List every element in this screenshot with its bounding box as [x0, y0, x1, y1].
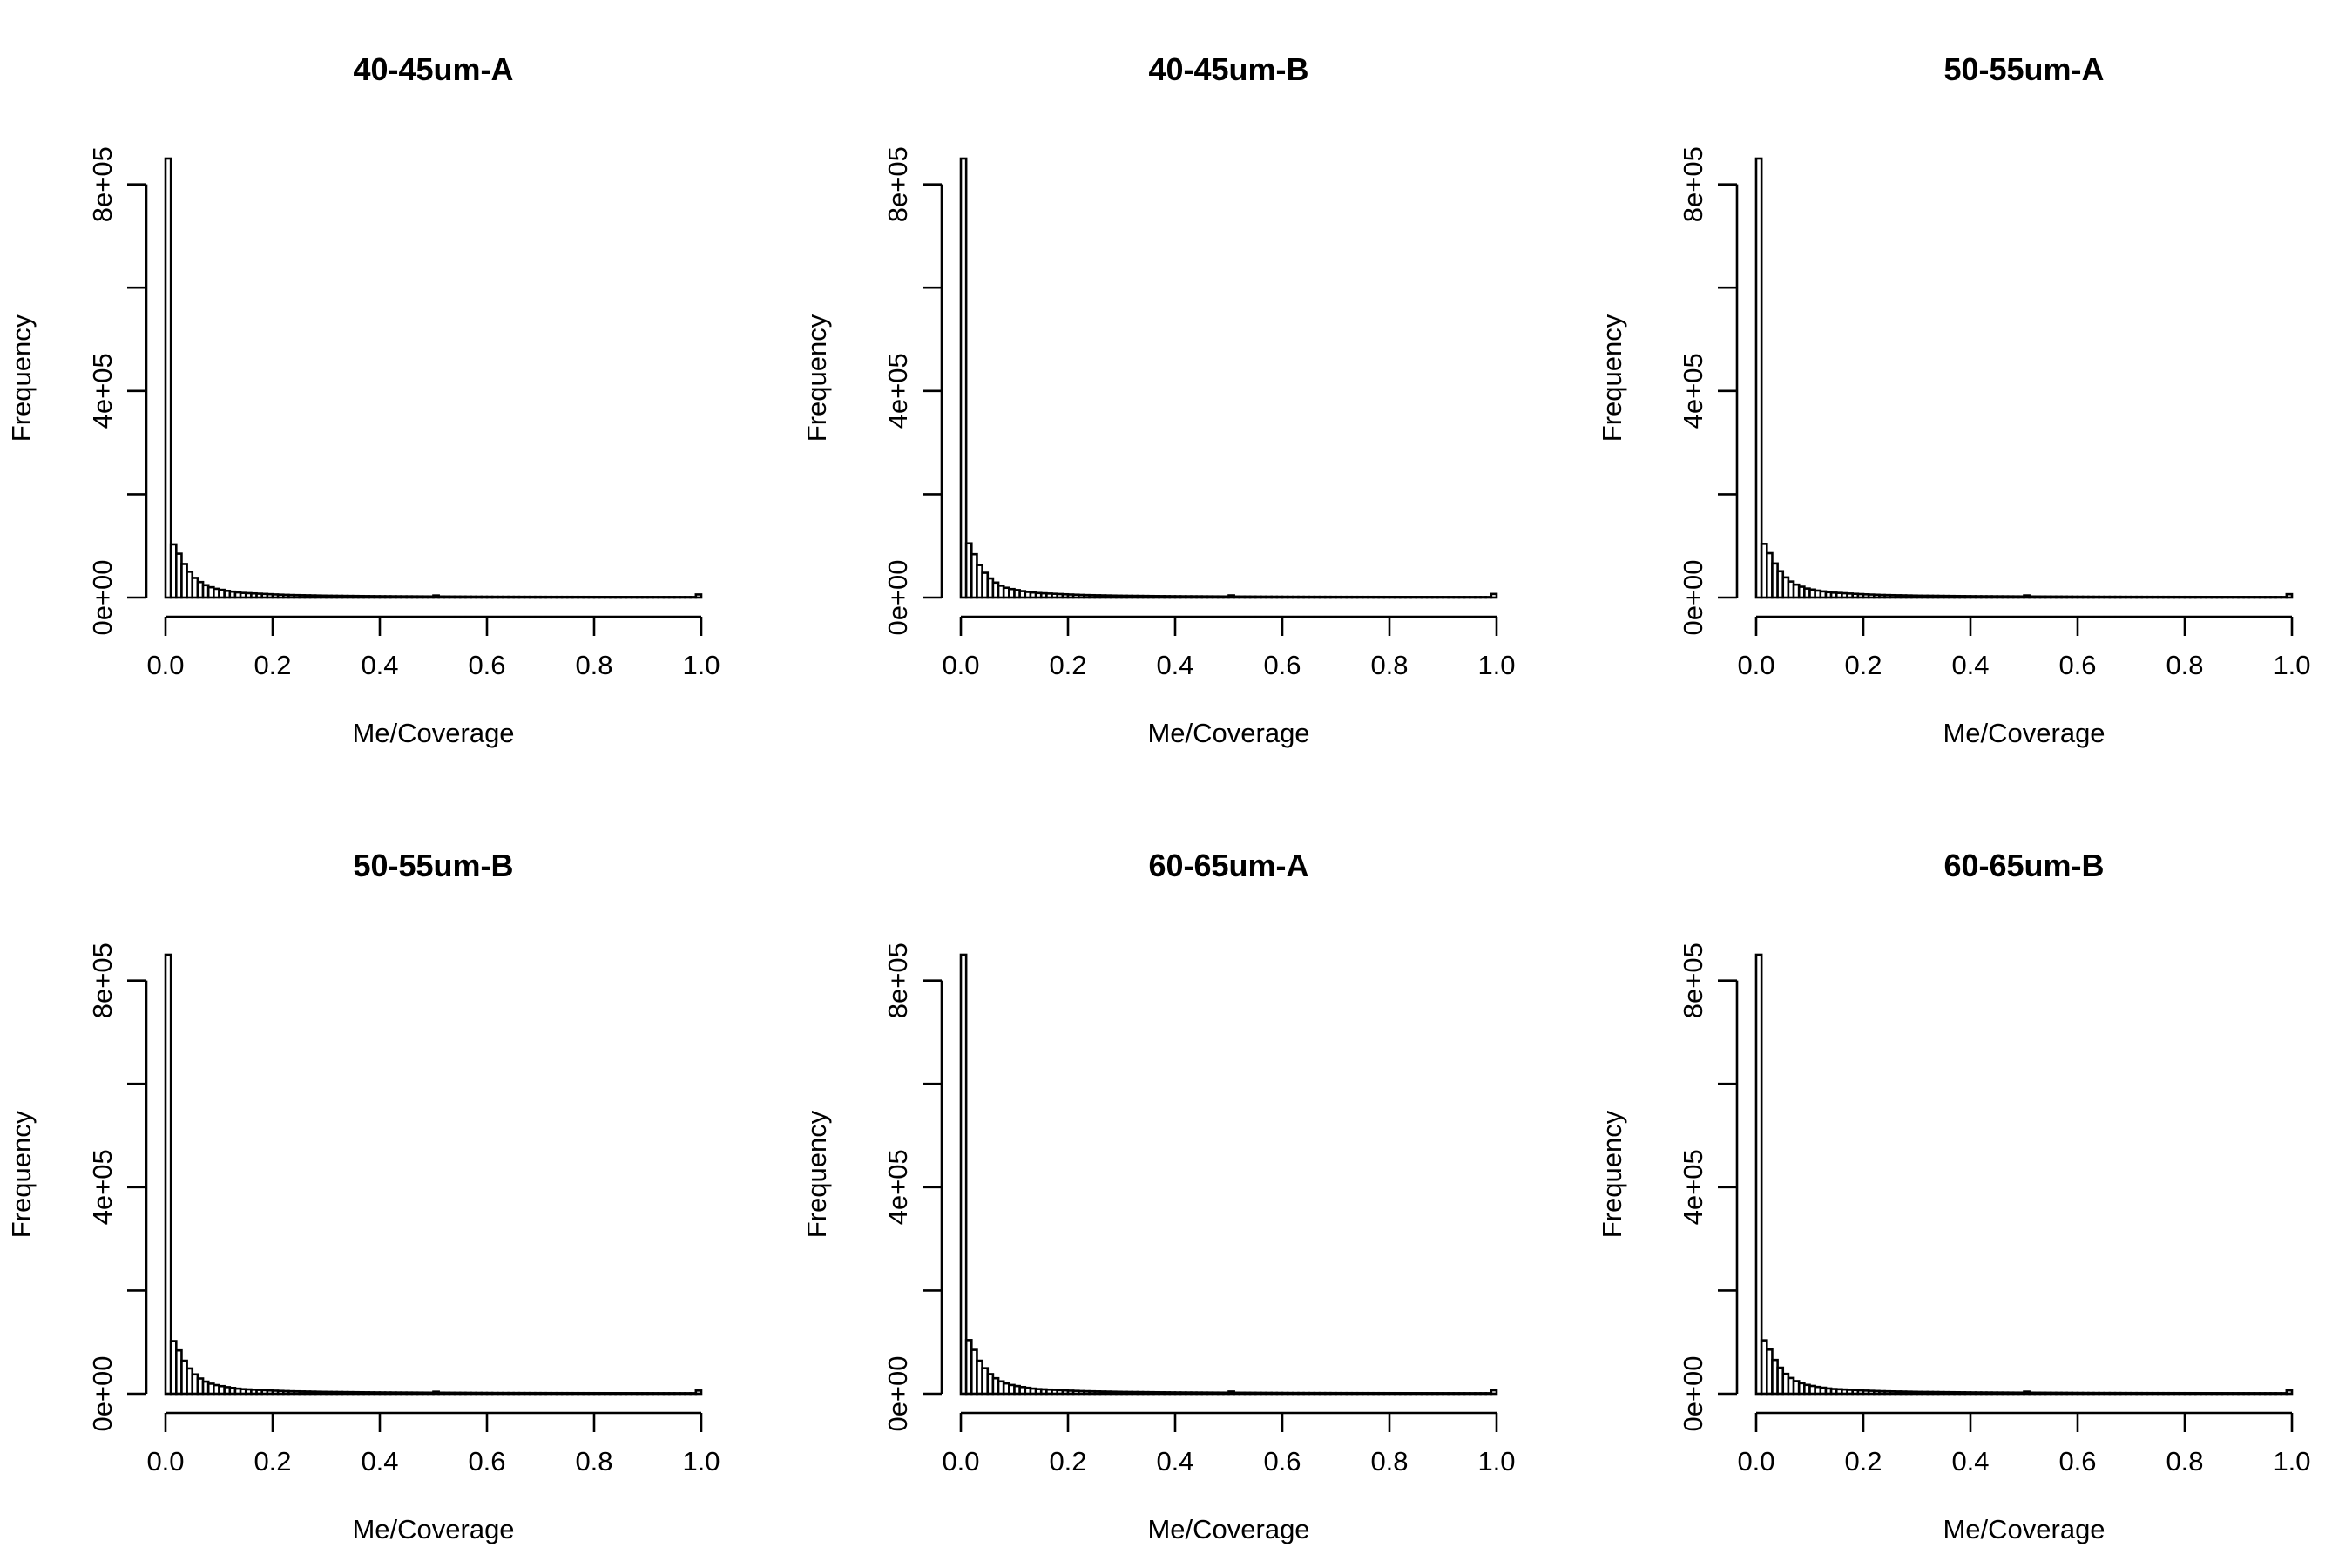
x-tick-label: 0.2: [1049, 1446, 1086, 1477]
y-axis-title: Frequency: [1597, 1110, 1627, 1238]
panel-title: 60-65um-B: [1943, 848, 2104, 883]
x-tick-label: 0.8: [2166, 1446, 2203, 1477]
y-tick-label: 4e+05: [1678, 353, 1708, 429]
x-tick-label: 0.4: [361, 650, 398, 680]
x-tick-label: 0.8: [1370, 1446, 1408, 1477]
histogram-bar: [164, 953, 172, 1396]
panel-4: 50-55um-B 0.0 0.2 0.4 0.6 0.8 1.0 0e+00 4e+05 8e+…: [6, 848, 720, 1544]
panel-2: 40-45um-B 0.0 0.2 0.4 0.6 0.8 1.0 0e+00 4e+05 8e+…: [801, 51, 1516, 748]
x-tick-label: 0.8: [575, 1446, 612, 1477]
y-tick-label: 8e+05: [1678, 943, 1708, 1018]
y-axis-title: Frequency: [6, 314, 37, 442]
y-tick-label: 8e+05: [1678, 146, 1708, 222]
y-axis-title: Frequency: [6, 1110, 37, 1238]
y-tick-label: 0e+00: [87, 1355, 118, 1431]
x-tick-label: 0.6: [468, 650, 505, 680]
x-tick-label: 0.6: [468, 1446, 505, 1477]
histogram-bars: [164, 953, 703, 1396]
histogram-bars: [959, 953, 1498, 1396]
x-tick-label: 0.8: [2166, 650, 2203, 680]
x-tick-label: 0.0: [146, 650, 184, 680]
x-tick-label: 0.2: [253, 1446, 291, 1477]
x-tick-label: 0.4: [1951, 650, 1989, 680]
y-tick-label: 0e+00: [1678, 559, 1708, 635]
x-tick-label: 0.2: [1844, 650, 1882, 680]
y-axis-title: Frequency: [801, 1110, 832, 1238]
x-axis-title: Me/Coverage: [352, 718, 514, 748]
y-tick-label: 4e+05: [1678, 1149, 1708, 1225]
histogram-bar: [2285, 592, 2294, 599]
histogram-bars: [1754, 157, 2294, 599]
x-tick-label: 0.8: [575, 650, 612, 680]
panel-title: 50-55um-A: [1943, 51, 2104, 87]
y-tick-label: 8e+05: [87, 943, 118, 1018]
y-tick-label: 0e+00: [1678, 1355, 1708, 1431]
y-tick-label: 0e+00: [882, 1355, 913, 1431]
y-tick-label: 4e+05: [87, 1149, 118, 1225]
x-tick-label: 1.0: [2273, 1446, 2310, 1477]
x-tick-label: 0.2: [253, 650, 291, 680]
histogram-bar: [1754, 157, 1763, 599]
panel-title: 50-55um-B: [353, 848, 513, 883]
y-tick-label: 4e+05: [882, 1149, 913, 1225]
x-tick-label: 0.0: [942, 1446, 979, 1477]
panel-6: 60-65um-B 0.0 0.2 0.4 0.6 0.8 1.0 0e+00 4e+05 8e+…: [1597, 848, 2311, 1544]
y-tick-label: 8e+05: [87, 146, 118, 222]
histogram-bar: [1490, 592, 1498, 599]
histogram-bars: [164, 157, 703, 599]
x-axis-title: Me/Coverage: [1943, 1514, 2105, 1544]
x-axis-title: Me/Coverage: [1943, 718, 2105, 748]
panel-title: 40-45um-B: [1148, 51, 1308, 87]
histogram-bar: [1490, 1389, 1498, 1396]
x-tick-label: 1.0: [682, 1446, 720, 1477]
panel-5: 60-65um-A 0.0 0.2 0.4 0.6 0.8 1.0 0e+00 4e+05 8e+…: [801, 848, 1516, 1544]
x-tick-label: 0.6: [1263, 650, 1301, 680]
histogram-bar: [959, 157, 968, 599]
x-tick-label: 0.0: [1737, 1446, 1774, 1477]
x-tick-label: 0.8: [1370, 650, 1408, 680]
x-tick-label: 0.6: [2058, 1446, 2096, 1477]
x-tick-label: 1.0: [682, 650, 720, 680]
histogram-bar: [694, 1389, 703, 1396]
y-tick-label: 4e+05: [87, 353, 118, 429]
y-tick-label: 8e+05: [882, 943, 913, 1018]
histogram-bars: [1754, 953, 2294, 1396]
y-tick-label: 8e+05: [882, 146, 913, 222]
histogram-bar: [2285, 1389, 2294, 1396]
x-axis-title: Me/Coverage: [1147, 1514, 1309, 1544]
x-tick-label: 0.4: [1951, 1446, 1989, 1477]
x-tick-label: 1.0: [2273, 650, 2310, 680]
histogram-bar: [959, 953, 968, 1396]
panel-title: 40-45um-A: [353, 51, 513, 87]
histogram-bar: [1754, 953, 1763, 1396]
y-tick-label: 0e+00: [882, 559, 913, 635]
x-tick-label: 0.4: [1156, 1446, 1193, 1477]
x-tick-label: 0.6: [1263, 1446, 1301, 1477]
x-tick-label: 0.0: [942, 650, 979, 680]
x-tick-label: 0.2: [1844, 1446, 1882, 1477]
x-tick-label: 0.4: [361, 1446, 398, 1477]
histogram-bar: [164, 157, 172, 599]
x-tick-label: 0.4: [1156, 650, 1193, 680]
histogram-bar: [694, 593, 703, 599]
y-tick-label: 4e+05: [882, 353, 913, 429]
y-axis-title: Frequency: [801, 314, 832, 442]
x-tick-label: 0.0: [146, 1446, 184, 1477]
histogram-bars: [959, 157, 1498, 599]
x-tick-label: 0.2: [1049, 650, 1086, 680]
x-tick-label: 1.0: [1477, 1446, 1515, 1477]
x-tick-label: 0.6: [2058, 650, 2096, 680]
x-axis-title: Me/Coverage: [1147, 718, 1309, 748]
y-tick-label: 0e+00: [87, 559, 118, 635]
x-tick-label: 0.0: [1737, 650, 1774, 680]
panel-3: 50-55um-A 0.0 0.2 0.4 0.6 0.8 1.0 0e+00 4e+05 8e+…: [1597, 51, 2311, 748]
panel-1: 40-45um-A 0.0 0.2 0.4 0.6 0.8 1.0 0e+00 4e+05 8e+…: [6, 51, 720, 748]
x-axis-title: Me/Coverage: [352, 1514, 514, 1544]
panel-title: 60-65um-A: [1148, 848, 1308, 883]
x-tick-label: 1.0: [1477, 650, 1515, 680]
y-axis-title: Frequency: [1597, 314, 1627, 442]
